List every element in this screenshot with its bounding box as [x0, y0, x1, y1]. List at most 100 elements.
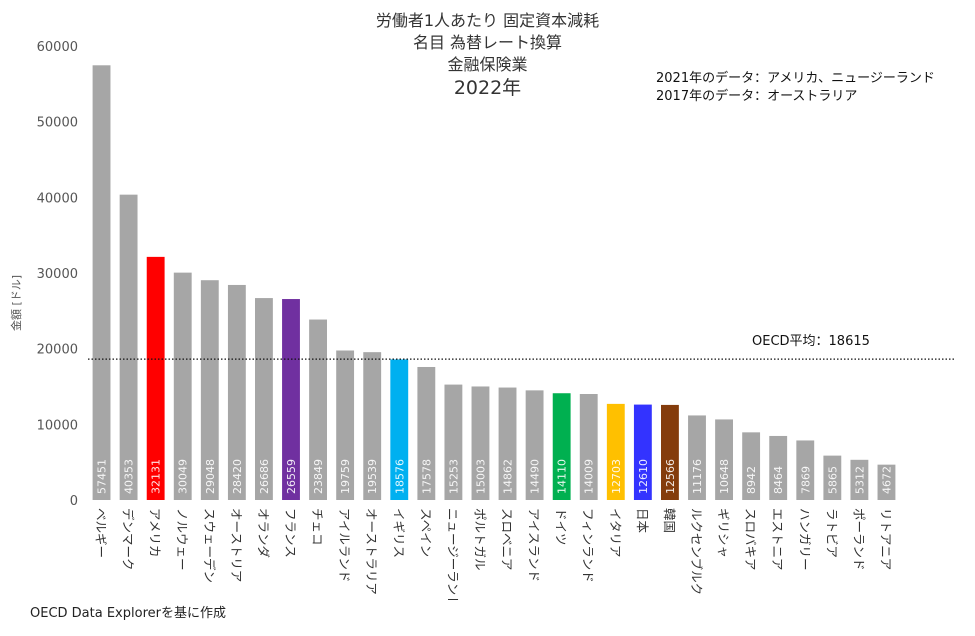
- bar-value-label: 29048: [204, 459, 217, 494]
- bar-value-label: 17578: [420, 459, 433, 494]
- data-note-2: 2017年のデータ：オーストラリア: [656, 89, 858, 104]
- bar-value-label: 12703: [610, 459, 623, 494]
- bar-value-label: 19539: [366, 459, 379, 494]
- bar-value-label: 19759: [339, 459, 352, 494]
- category-label: 韓国: [662, 508, 677, 533]
- bar-value-label: 15253: [447, 459, 460, 494]
- category-label: アメリカ: [148, 508, 163, 557]
- chart-title-line-3: 金融保険業: [447, 55, 528, 74]
- category-label: デンマーク: [121, 508, 136, 571]
- source-note: OECD Data Explorerを基に作成: [30, 606, 226, 621]
- bar: [579, 393, 598, 500]
- bar-value-label: 14110: [556, 459, 569, 494]
- bar: [498, 387, 517, 500]
- bar-value-label: 12610: [637, 459, 650, 494]
- category-label: イタリア: [608, 508, 623, 558]
- category-label: ポーランド: [851, 508, 866, 571]
- category-label: ニュージーランド: [445, 508, 460, 600]
- bar: [417, 366, 436, 500]
- bar-value-label: 5865: [826, 466, 839, 494]
- bar-value-label: 30049: [177, 459, 190, 494]
- bar-value-label: 14009: [583, 459, 596, 494]
- bar: [200, 280, 219, 500]
- bar: [715, 419, 733, 500]
- bar: [282, 299, 300, 500]
- data-notes: 2021年のデータ：アメリカ、ニュージーランド 2017年のデータ：オーストラリ…: [656, 70, 935, 106]
- bar: [823, 455, 842, 500]
- bar-value-label: 26686: [258, 459, 271, 494]
- bar: [525, 390, 544, 500]
- bar: [146, 256, 165, 500]
- y-tick-label: 50000: [37, 116, 78, 131]
- bar-value-label: 32131: [150, 459, 163, 494]
- bar-value-label: 11176: [691, 459, 704, 494]
- y-tick-label: 30000: [37, 267, 78, 282]
- bar: [552, 393, 571, 500]
- chart-title-year: 2022年: [453, 77, 522, 99]
- bar: [661, 404, 679, 500]
- bar-value-label: 7869: [799, 466, 812, 494]
- category-label: ドイツ: [554, 508, 569, 546]
- category-label: スロバキア: [743, 508, 758, 571]
- category-label: ギリシャ: [716, 508, 731, 558]
- bar: [173, 272, 192, 500]
- y-axis-label: 金額 [ドル]: [9, 275, 23, 331]
- bar-value-label: 12566: [664, 459, 677, 494]
- bar: [227, 284, 246, 500]
- bar-value-label: 14862: [502, 459, 515, 494]
- category-label: アイスランド: [527, 508, 542, 582]
- chart-title: 労働者1人あたり 固定資本減耗 名目 為替レート換算 金融保険業 2022年: [0, 10, 975, 100]
- data-note-1: 2021年のデータ：アメリカ、ニュージーランド: [656, 71, 935, 86]
- category-label: ノルウェー: [175, 508, 190, 571]
- bar: [606, 403, 625, 500]
- category-label: チェコ: [310, 508, 325, 546]
- y-tick-label: 10000: [37, 418, 78, 433]
- category-label: アイルランド: [337, 508, 352, 582]
- bar-value-label: 23849: [312, 459, 325, 494]
- bar: [850, 459, 869, 500]
- category-label: リトアニア: [878, 508, 893, 570]
- category-label: オーストリア: [229, 508, 244, 582]
- bar: [336, 350, 355, 500]
- bar-value-label: 18576: [393, 459, 406, 494]
- y-tick-label: 60000: [37, 40, 78, 55]
- y-tick-label: 0: [70, 494, 78, 509]
- category-labels: ベルギー デンマーク アメリカ ノルウェー スウェーデン オーストリア オランダ フランス チェ…: [94, 508, 894, 600]
- y-axis: 0 10000 20000 30000 40000 50000 60000 金額 [ドル]: [9, 40, 78, 509]
- y-tick-label: 20000: [37, 343, 78, 358]
- bar: [769, 435, 788, 500]
- chart-title-line-1: 労働者1人あたり 固定資本減耗: [375, 11, 600, 30]
- bar: [742, 432, 761, 500]
- category-label: オランダ: [256, 508, 271, 558]
- bar-value-label: 4672: [880, 466, 893, 494]
- bar: [309, 319, 327, 500]
- category-label: エストニア: [770, 508, 785, 571]
- category-label: ベルギー: [94, 508, 109, 558]
- bar: [877, 464, 896, 500]
- category-label: フィンランド: [581, 508, 596, 583]
- bar: [363, 352, 382, 500]
- bar: [444, 384, 463, 500]
- category-label: ルクセンブルク: [689, 508, 704, 595]
- bar-value-label: 8942: [745, 466, 758, 494]
- category-label: ラトビア: [824, 508, 839, 558]
- category-label: 日本: [635, 508, 650, 534]
- bar-value-label: 10648: [718, 459, 731, 494]
- chart-title-line-2: 名目 為替レート換算: [412, 33, 563, 52]
- bar-value-label: 40353: [123, 459, 136, 494]
- category-label: スウェーデン: [202, 508, 217, 583]
- bar-value-label: 8464: [772, 466, 785, 494]
- category-label: フランス: [283, 508, 298, 558]
- reference-line-label: OECD平均：18615: [752, 334, 870, 349]
- bar-value-label: 26559: [285, 459, 298, 494]
- oecd-average-line: OECD平均：18615: [88, 334, 955, 360]
- bars: 57451 40353 32131 30049 29048 28420 26686 26559…: [92, 65, 896, 501]
- bar: [255, 298, 273, 500]
- bar-chart: 0 10000 20000 30000 40000 50000 60000 金額 [ドル] 5…: [9, 40, 955, 600]
- bar-value-label: 14490: [529, 459, 542, 494]
- bar: [92, 65, 111, 501]
- bar: [688, 415, 706, 500]
- bar: [796, 440, 815, 500]
- y-tick-label: 40000: [37, 191, 78, 206]
- bar-value-label: 5312: [853, 466, 866, 494]
